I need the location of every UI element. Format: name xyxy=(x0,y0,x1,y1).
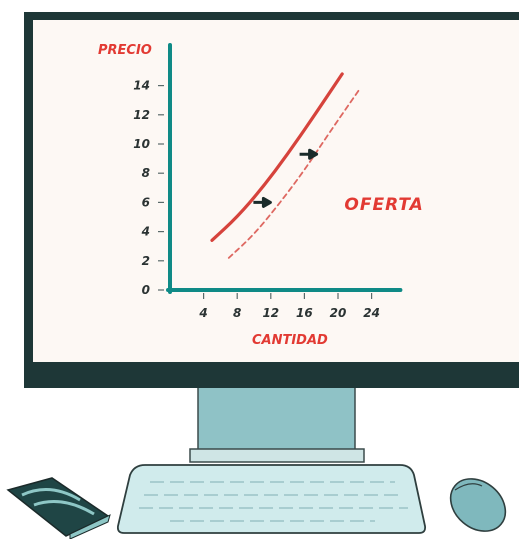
axes xyxy=(166,43,403,294)
curve-label: OFERTA xyxy=(344,195,423,215)
x-ticks: 4 8 12 16 20 24 xyxy=(198,293,380,320)
monitor-screen xyxy=(33,20,519,362)
supply-curve xyxy=(210,72,344,242)
annotations: OFERTA xyxy=(253,148,423,215)
y-tick-label: 10 xyxy=(133,137,150,151)
shift-arrow-icon xyxy=(299,148,319,160)
phone[interactable] xyxy=(6,477,111,539)
monitor-stand-neck xyxy=(197,385,356,453)
shift-arrow-icon xyxy=(253,196,272,208)
x-axis-label: CANTIDAD xyxy=(252,333,328,348)
x-tick-label: 16 xyxy=(296,306,313,320)
y-ticks: 0 2 4 6 8 10 12 14 xyxy=(133,79,164,297)
y-tick-label: 8 xyxy=(142,166,150,180)
keyboard-keys xyxy=(139,481,408,522)
x-tick-label: 24 xyxy=(363,306,380,320)
x-tick-label: 12 xyxy=(262,306,279,320)
series xyxy=(210,72,360,259)
supply-curve-shifted xyxy=(227,89,360,259)
monitor-stand-base xyxy=(189,448,365,463)
y-tick-label: 6 xyxy=(142,195,150,209)
x-tick-label: 4 xyxy=(198,306,207,320)
y-tick-label: 0 xyxy=(142,283,150,297)
y-tick-label: 14 xyxy=(133,79,150,93)
y-tick-label: 2 xyxy=(142,254,150,268)
y-tick-label: 4 xyxy=(141,225,150,239)
y-axis-label: PRECIO xyxy=(98,43,152,58)
mouse[interactable] xyxy=(440,468,516,539)
x-tick-label: 8 xyxy=(233,306,241,320)
y-tick-label: 12 xyxy=(133,108,150,122)
keyboard[interactable] xyxy=(116,464,427,534)
x-tick-label: 20 xyxy=(330,306,347,320)
